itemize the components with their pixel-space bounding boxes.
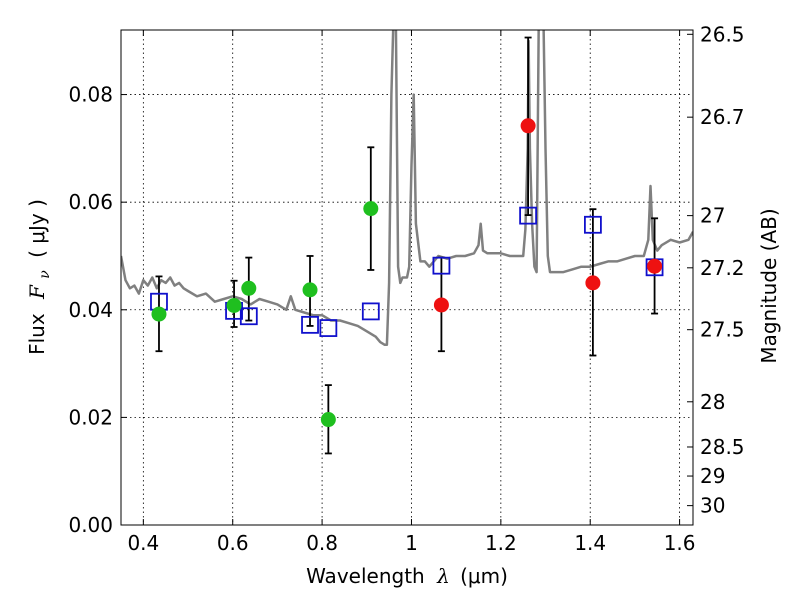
red-point-marker <box>433 297 449 313</box>
y-tick-label: 0.00 <box>68 513 113 537</box>
model-square-marker <box>239 307 258 326</box>
right-tick-label: 30 <box>700 494 725 518</box>
red-point-marker <box>520 118 536 134</box>
green-point-marker <box>363 201 379 217</box>
model-square-marker <box>432 256 451 275</box>
x-tick-label: 0.4 <box>127 531 159 555</box>
right-tick-label: 27.2 <box>700 256 745 280</box>
x-tick-label: 1.4 <box>574 531 606 555</box>
green-point-marker <box>320 412 336 428</box>
model-square-marker <box>301 315 319 334</box>
template-spectrum <box>121 30 693 347</box>
green-point-marker <box>302 282 318 298</box>
y-tick-label: 0.08 <box>68 83 113 107</box>
red-point-marker <box>585 275 601 291</box>
x-axis-label: Wavelength λ (μm) <box>306 564 508 588</box>
plot-frame <box>120 29 694 526</box>
data-markers <box>150 118 664 428</box>
x-tick-label: 1.2 <box>485 531 517 555</box>
right-axis-ticks: 26.5 26.7 27 27.2 27.5 28 28.5 29 30 <box>687 22 745 518</box>
grid-lines <box>121 30 693 526</box>
model-square-marker <box>584 215 602 234</box>
y-tick-label: 0.06 <box>68 190 113 214</box>
green-point-marker <box>151 306 167 322</box>
red-point-marker <box>647 258 663 274</box>
y-axis-ticks: 0.00 0.02 0.04 0.06 0.08 <box>68 83 127 537</box>
right-tick-label: 27.5 <box>700 318 745 342</box>
x-tick-label: 0.8 <box>306 531 338 555</box>
green-point-marker <box>241 280 257 296</box>
x-tick-label: 0.6 <box>217 531 249 555</box>
template-spectrum-line <box>121 30 693 347</box>
model-square-marker <box>319 319 338 337</box>
y-tick-label: 0.02 <box>68 405 113 429</box>
y-tick-label: 0.04 <box>68 298 113 322</box>
x-tick-label: 1 <box>405 531 418 555</box>
model-square-marker <box>361 302 380 321</box>
right-tick-label: 26.5 <box>700 22 745 46</box>
right-tick-label: 28 <box>700 390 725 414</box>
x-tick-label: 1.6 <box>664 531 696 555</box>
right-tick-label: 28.5 <box>700 435 745 459</box>
right-tick-label: 27 <box>700 204 725 228</box>
right-tick-label: 26.7 <box>700 105 745 129</box>
x-axis-ticks: 0.4 0.6 0.8 1 1.2 1.4 1.6 <box>127 30 696 555</box>
y-axis-label-left: Flux F ν ( μJy ) <box>25 199 54 355</box>
y-axis-label-right: Magnitude (AB) <box>757 208 781 363</box>
model-square-marker <box>519 206 538 225</box>
right-tick-label: 29 <box>700 464 725 488</box>
green-point-marker <box>226 297 242 313</box>
